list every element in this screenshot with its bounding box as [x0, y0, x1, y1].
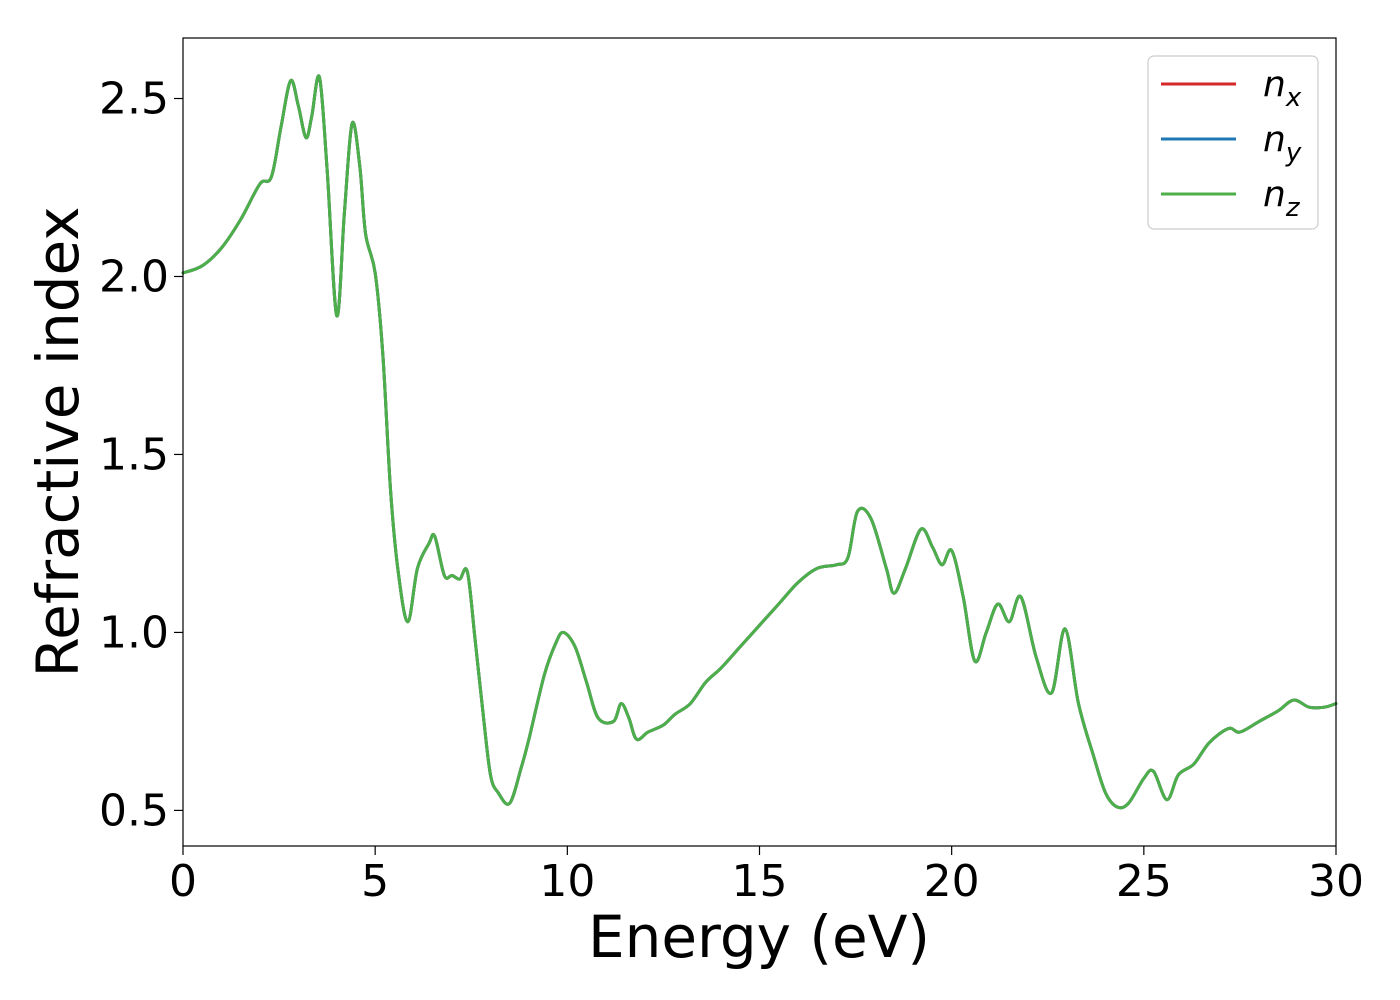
y-tick-label: 2.5 [99, 74, 169, 125]
y-tick-label: 1.0 [99, 607, 169, 658]
legend-label-ny: ny [1263, 119, 1302, 168]
x-tick-label: 5 [361, 856, 389, 907]
x-axis-title: Energy (eV) [588, 903, 930, 971]
x-tick-label: 0 [169, 856, 197, 907]
x-tick-label: 30 [1308, 856, 1364, 907]
y-axis-title: Refractive index [24, 206, 92, 677]
x-tick-label: 15 [732, 856, 788, 907]
x-axis-ticks: 0 5 10 15 20 25 30 [169, 846, 1364, 907]
x-tick-label: 10 [539, 856, 595, 907]
y-tick-label: 1.5 [99, 429, 169, 480]
x-tick-label: 20 [924, 856, 980, 907]
y-tick-label: 0.5 [99, 785, 169, 836]
series-layer [181, 74, 1338, 810]
legend-label-nx: nx [1263, 64, 1302, 113]
x-tick-label: 25 [1116, 856, 1172, 907]
y-tick-label: 2.0 [99, 251, 169, 302]
y-axis-ticks: 0.5 1.0 1.5 2.0 2.5 [99, 74, 183, 836]
series-line-n-z [181, 74, 1338, 810]
legend-box [1147, 55, 1319, 230]
